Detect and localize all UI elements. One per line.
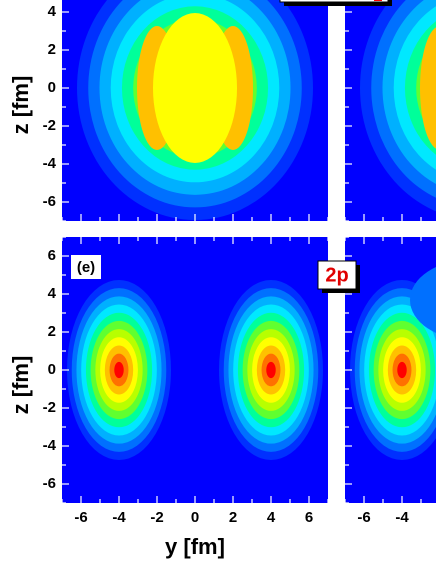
contour-level [397, 361, 407, 379]
y-tick-label: 0 [48, 79, 56, 96]
y-tick-label: 6 [48, 247, 56, 264]
contour-level [420, 27, 436, 149]
y-tick-label: 2 [48, 41, 56, 58]
x-tick-label: 6 [305, 509, 313, 526]
x-tick-label: -6 [74, 509, 87, 526]
label-mark [374, 0, 382, 1]
y-axis-label: z [fm] [8, 76, 33, 135]
x-tick-label: -2 [150, 509, 163, 526]
y-tick-label: -4 [43, 155, 57, 172]
y-tick-label: 2 [48, 323, 56, 340]
y-tick-label: 0 [48, 361, 56, 378]
label-box [279, 0, 389, 3]
panel-label: (e) [77, 259, 95, 276]
contour-panel [345, 237, 436, 503]
y-tick-label: -2 [43, 117, 56, 134]
y-tick-label: 4 [48, 3, 57, 20]
contour-panel [62, 237, 328, 503]
y-tick-label: -4 [43, 437, 57, 454]
y-tick-label: -6 [43, 475, 56, 492]
y-tick-label: -2 [43, 399, 56, 416]
x-tick-label: -6 [357, 509, 370, 526]
y-tick-label: 4 [48, 285, 57, 302]
panel-label: 2p [325, 264, 348, 286]
x-axis-label: y [fm] [165, 534, 225, 559]
contour-level [266, 361, 276, 379]
x-tick-label: 4 [267, 509, 276, 526]
contour-level [410, 267, 436, 333]
contour-level [153, 13, 237, 163]
contour-panel [345, 0, 436, 221]
label-box [71, 255, 101, 279]
y-axis-label: z [fm] [8, 356, 33, 415]
x-tick-label: -4 [112, 509, 126, 526]
label-box-shadow [284, 0, 392, 6]
y-tick-label: -6 [43, 193, 56, 210]
x-tick-label: -4 [395, 509, 409, 526]
contour-panel [62, 0, 328, 221]
label-box [317, 260, 357, 290]
x-tick-label: 0 [191, 509, 199, 526]
x-tick-label: 2 [229, 509, 237, 526]
contour-level [114, 361, 124, 379]
